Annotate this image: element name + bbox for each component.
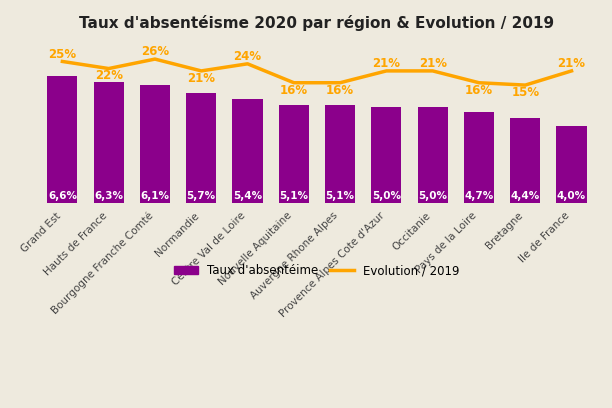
Text: 6,3%: 6,3% <box>94 191 123 201</box>
Text: 22%: 22% <box>95 69 122 82</box>
Text: 21%: 21% <box>372 57 400 70</box>
Text: 16%: 16% <box>326 84 354 97</box>
Bar <box>325 104 355 203</box>
Text: 4,7%: 4,7% <box>465 191 494 201</box>
Text: 24%: 24% <box>233 50 261 63</box>
Text: 25%: 25% <box>48 48 76 61</box>
Text: 26%: 26% <box>141 45 169 58</box>
Bar <box>417 106 448 203</box>
Text: 21%: 21% <box>558 57 586 70</box>
Bar <box>556 126 586 203</box>
Bar <box>510 118 540 203</box>
Bar <box>371 106 401 203</box>
Text: 4,4%: 4,4% <box>510 191 540 201</box>
Text: 21%: 21% <box>187 72 215 85</box>
Text: 15%: 15% <box>511 86 539 99</box>
Text: 5,1%: 5,1% <box>326 191 354 201</box>
Text: 4,0%: 4,0% <box>557 191 586 201</box>
Text: 5,7%: 5,7% <box>187 191 216 201</box>
Text: 16%: 16% <box>280 84 308 97</box>
Text: 5,0%: 5,0% <box>418 191 447 201</box>
Bar <box>186 93 216 203</box>
Text: 5,0%: 5,0% <box>372 191 401 201</box>
Bar <box>464 112 494 203</box>
Bar <box>140 85 170 203</box>
Title: Taux d'absentéisme 2020 par région & Evolution / 2019: Taux d'absentéisme 2020 par région & Evo… <box>80 15 554 31</box>
Text: 21%: 21% <box>419 57 447 70</box>
Bar <box>47 76 78 203</box>
Legend: Taux d'absentéime, Evolution / 2019: Taux d'absentéime, Evolution / 2019 <box>170 260 465 282</box>
Text: 5,4%: 5,4% <box>233 191 262 201</box>
Text: 6,1%: 6,1% <box>141 191 170 201</box>
Bar <box>233 99 263 203</box>
Text: 6,6%: 6,6% <box>48 191 77 201</box>
Text: 5,1%: 5,1% <box>279 191 308 201</box>
Bar <box>94 82 124 203</box>
Text: 16%: 16% <box>465 84 493 97</box>
Bar <box>279 104 309 203</box>
